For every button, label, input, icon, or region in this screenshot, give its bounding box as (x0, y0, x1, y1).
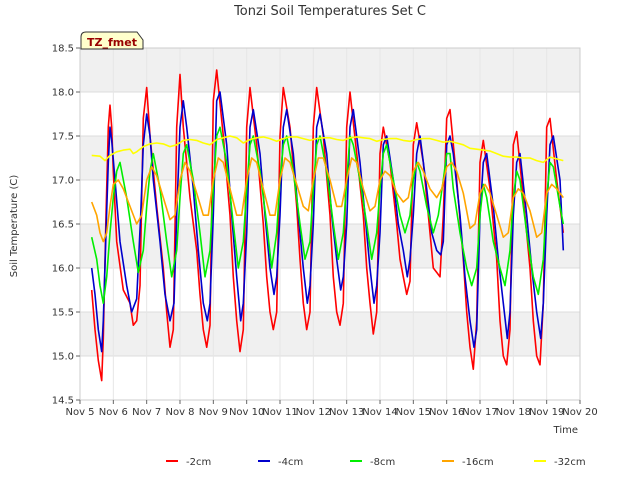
x-tick-label: Nov 19 (529, 407, 564, 418)
chart-title: Tonzi Soil Temperatures Set C (233, 4, 426, 19)
x-tick-label: Nov 18 (496, 407, 531, 418)
y-tick-label: 17.5 (52, 132, 74, 143)
x-tick-label: Nov 17 (462, 407, 497, 418)
y-tick-label: 14.5 (52, 396, 74, 407)
x-tick-label: Nov 12 (296, 407, 331, 418)
legend: -2cm -4cm -8cm -16cm -32cm (166, 457, 586, 468)
legend-label: -32cm (554, 457, 586, 468)
series-line-32cm (91, 135, 564, 164)
x-tick-label: Nov 15 (396, 407, 431, 418)
x-tick-label: Nov 16 (429, 407, 464, 418)
plot-band (80, 312, 580, 356)
x-tick-label: Nov 10 (229, 407, 264, 418)
legend-label: -16cm (462, 457, 494, 468)
plot-band (80, 224, 580, 268)
y-tick-label: 18.5 (52, 44, 74, 55)
x-tick-label: Nov 9 (199, 407, 228, 418)
x-tick-label: Nov 7 (132, 407, 161, 418)
x-tick-label: Nov 20 (562, 407, 597, 418)
series-layer (90, 69, 565, 382)
series-line-16cm (90, 157, 564, 243)
series-line-4cm (90, 91, 565, 353)
x-tick-label: Nov 11 (262, 407, 297, 418)
legend-label: -4cm (278, 457, 303, 468)
axes: 14.5 15.0 15.5 16.0 16.5 17.0 17.5 18.0 18.5 Nov … (52, 44, 598, 419)
x-tick-label: Nov 5 (65, 407, 94, 418)
x-axis-label: Time (553, 425, 578, 436)
legend-label: -2cm (186, 457, 211, 468)
legend-label: -8cm (370, 457, 395, 468)
y-tick-label: 16.0 (52, 264, 74, 275)
y-tick-label: 17.0 (52, 176, 74, 187)
x-tick-label: Nov 8 (165, 407, 194, 418)
y-tick-label: 18.0 (52, 88, 74, 99)
x-tick-label: Nov 14 (362, 407, 397, 418)
plot-band (80, 48, 580, 92)
y-axis-label: Soil Temperature (C) (9, 175, 20, 278)
x-tick-label: Nov 13 (329, 407, 364, 418)
tz-fmet-label: TZ_fmet (87, 36, 137, 49)
y-tick-label: 15.0 (52, 352, 74, 363)
y-tick-label: 16.5 (52, 220, 74, 231)
x-tick-label: Nov 6 (99, 407, 128, 418)
y-tick-label: 15.5 (52, 308, 74, 319)
tz-fmet-badge: TZ_fmet (80, 31, 144, 50)
